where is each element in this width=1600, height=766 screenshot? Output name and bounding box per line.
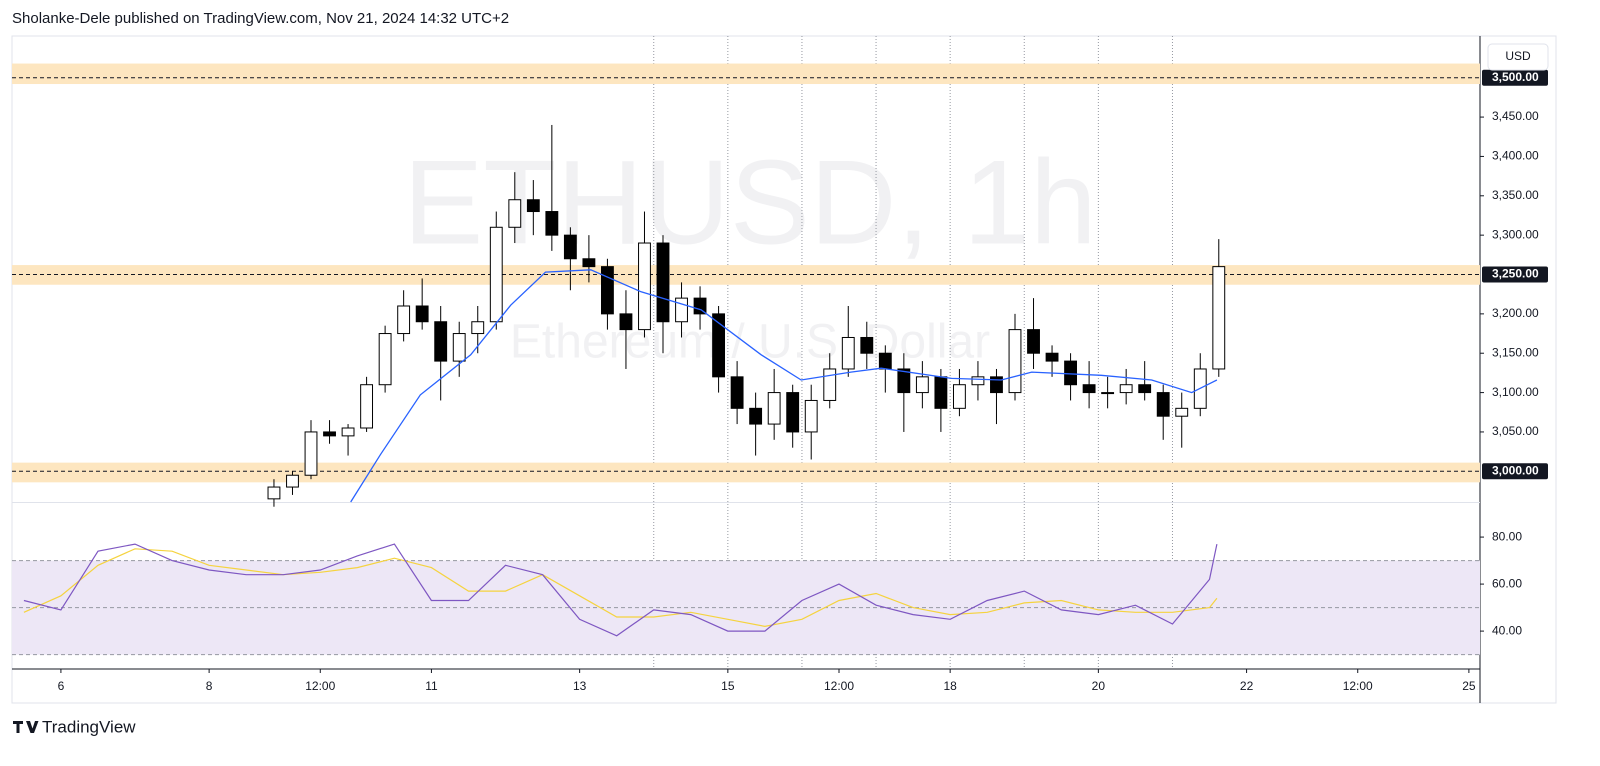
- candle-body: [489, 226, 503, 323]
- watermark-name: Ethereum / U.S. Dollar: [510, 316, 990, 369]
- y-tick-label: 3,150.00: [1492, 345, 1539, 359]
- candle-body: [1027, 329, 1040, 354]
- zone: [12, 462, 1480, 483]
- y-tick-label: 3,100.00: [1492, 385, 1539, 399]
- candle-body: [1008, 329, 1022, 394]
- price-label: 3,500.00: [1492, 70, 1539, 84]
- candle-body: [526, 199, 540, 213]
- price-label: 3,000.00: [1492, 463, 1539, 477]
- price-label-box: [1482, 69, 1548, 86]
- candle-body: [378, 333, 392, 386]
- candle-body: [434, 321, 448, 362]
- candle-body: [508, 199, 522, 228]
- x-tick-label: 12:00: [824, 679, 854, 693]
- candle-body: [1101, 392, 1115, 395]
- x-tick-label: 18: [943, 679, 957, 693]
- y-tick-label: 3,050.00: [1492, 424, 1539, 438]
- rsi-tick-label: 80.00: [1492, 529, 1522, 543]
- candle-body: [712, 313, 726, 378]
- candle-body: [786, 392, 800, 433]
- candle-body: [1119, 384, 1133, 394]
- chart-frame: [11, 35, 1557, 704]
- candle-body: [286, 474, 299, 488]
- candle-body: [304, 431, 318, 476]
- candle-body: [823, 368, 837, 401]
- y-tick-label: 3,400.00: [1492, 149, 1539, 163]
- x-tick-label: 25: [1462, 679, 1476, 693]
- x-tick-label: 12:00: [1343, 679, 1373, 693]
- rsi-tick-label: 40.00: [1492, 623, 1522, 637]
- candle-body: [656, 242, 670, 323]
- candle-body: [563, 234, 577, 260]
- logo-text: TradingView: [42, 717, 136, 736]
- candle-body: [452, 333, 466, 362]
- candle-body: [471, 321, 485, 335]
- y-tick-label: 3,450.00: [1492, 109, 1539, 123]
- candle-body: [878, 352, 892, 370]
- rsi-band: [12, 560, 1480, 655]
- candle-body: [1175, 407, 1189, 417]
- candle-body: [600, 266, 614, 315]
- x-tick-label: 20: [1092, 679, 1106, 693]
- candle-body: [267, 486, 281, 500]
- zone: [12, 63, 1480, 85]
- x-tick-label: 8: [206, 679, 213, 693]
- y-tick-label: 3,350.00: [1492, 188, 1539, 202]
- price-label: 3,250.00: [1492, 267, 1539, 281]
- moving-average: [350, 269, 1218, 503]
- price-label-box: [1482, 463, 1548, 480]
- rsi-ma: [23, 548, 1218, 628]
- candle-body: [1156, 392, 1170, 417]
- candle-body: [934, 376, 948, 409]
- y-tick-label: 3,200.00: [1492, 306, 1539, 320]
- candle-body: [1212, 266, 1226, 370]
- candle-body: [397, 305, 411, 335]
- candle-body: [1064, 360, 1078, 386]
- x-tick-label: 6: [58, 679, 65, 693]
- candle-body: [1045, 352, 1059, 362]
- currency: USD: [1505, 49, 1531, 63]
- plot-layer: 3,050.00 3,100.00 3,150.00 3,200.00 3,300.00…: [12, 36, 1548, 693]
- candle-body: [582, 258, 596, 268]
- candle-body: [619, 313, 633, 331]
- candle-body: [804, 399, 818, 433]
- candle-body: [990, 376, 1003, 394]
- currency-box: [1487, 43, 1549, 71]
- candle-body: [860, 336, 874, 354]
- candle-body: [693, 297, 707, 315]
- candle-body: [915, 376, 929, 394]
- candle-body: [749, 407, 763, 425]
- candle-body: [952, 384, 966, 409]
- candle-body: [841, 336, 855, 370]
- candle-body: [1082, 384, 1096, 394]
- candle-body: [675, 297, 688, 323]
- x-tick-label: 22: [1240, 679, 1254, 693]
- candle-body: [415, 305, 429, 323]
- candle-body: [897, 368, 911, 394]
- candle-body: [971, 376, 985, 386]
- candle-body: [1138, 384, 1152, 394]
- candle-body: [767, 392, 781, 425]
- candle-body: [730, 376, 744, 409]
- x-tick-label: 13: [573, 679, 587, 693]
- candle-body: [360, 384, 374, 429]
- candle-body: [341, 427, 355, 437]
- candle-body: [545, 211, 559, 236]
- price-label-box: [1482, 266, 1548, 283]
- logo-icon: [13, 721, 39, 733]
- publish-info: Sholanke-Dele published on TradingView.c…: [12, 10, 509, 27]
- rsi-tick-label: 60.00: [1492, 576, 1522, 590]
- watermark-symbol: ETHUSD, 1h: [403, 136, 1097, 270]
- rsi-line: [23, 543, 1218, 637]
- candle-body: [323, 431, 336, 437]
- y-tick-label: 3,300.00: [1492, 227, 1539, 241]
- x-tick-label: 11: [425, 679, 438, 693]
- x-tick-label: 12:00: [305, 679, 335, 693]
- zone: [12, 265, 1480, 285]
- candle-body: [638, 242, 651, 331]
- x-tick-label: 15: [721, 679, 735, 693]
